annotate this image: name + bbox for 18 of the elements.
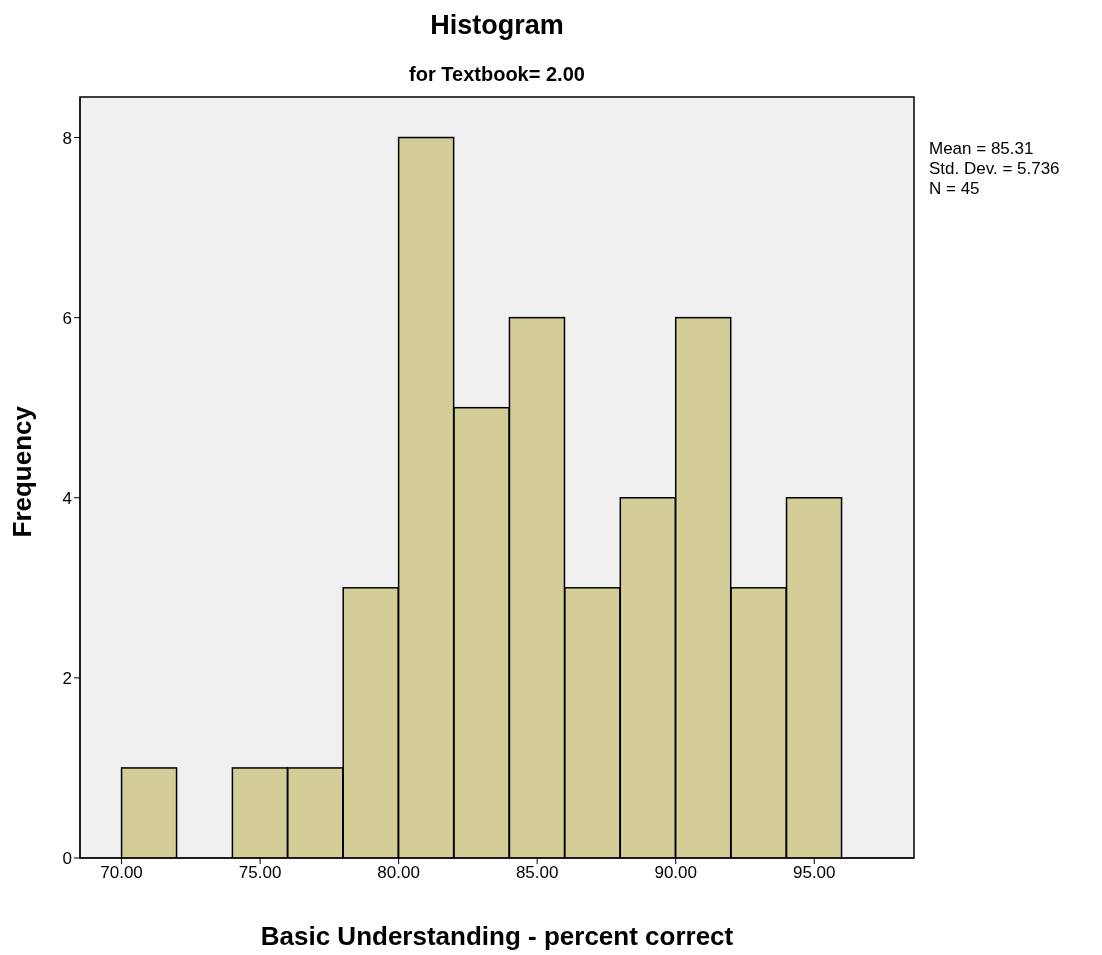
- text: Mean = 85.31: [929, 139, 1035, 159]
- x-tick-label: 75.00: [238, 863, 282, 883]
- y-tick-label: 6: [62, 308, 72, 328]
- y-tick-label: 2: [62, 668, 72, 688]
- y-tick-label: 0: [62, 849, 72, 869]
- text: N = 45: [929, 179, 981, 199]
- x-tick-label: 85.00: [515, 863, 559, 883]
- x-axis-title: Basic Understanding - percent correct: [260, 921, 734, 951]
- y-tick-label: 4: [62, 488, 72, 508]
- chart-title: Histogram: [429, 10, 565, 41]
- y-tick-label: 8: [62, 128, 72, 148]
- x-tick-label: 80.00: [377, 863, 420, 883]
- x-tick-label: 90.00: [654, 863, 697, 883]
- y-axis-title: Frequency: [7, 405, 38, 538]
- x-tick-label: 95.00: [792, 863, 836, 883]
- x-tick-label: 70.00: [100, 863, 143, 883]
- text: Std. Dev. = 5.736: [929, 159, 1060, 179]
- chart-subtitle: for Textbook= 2.00: [408, 63, 586, 86]
